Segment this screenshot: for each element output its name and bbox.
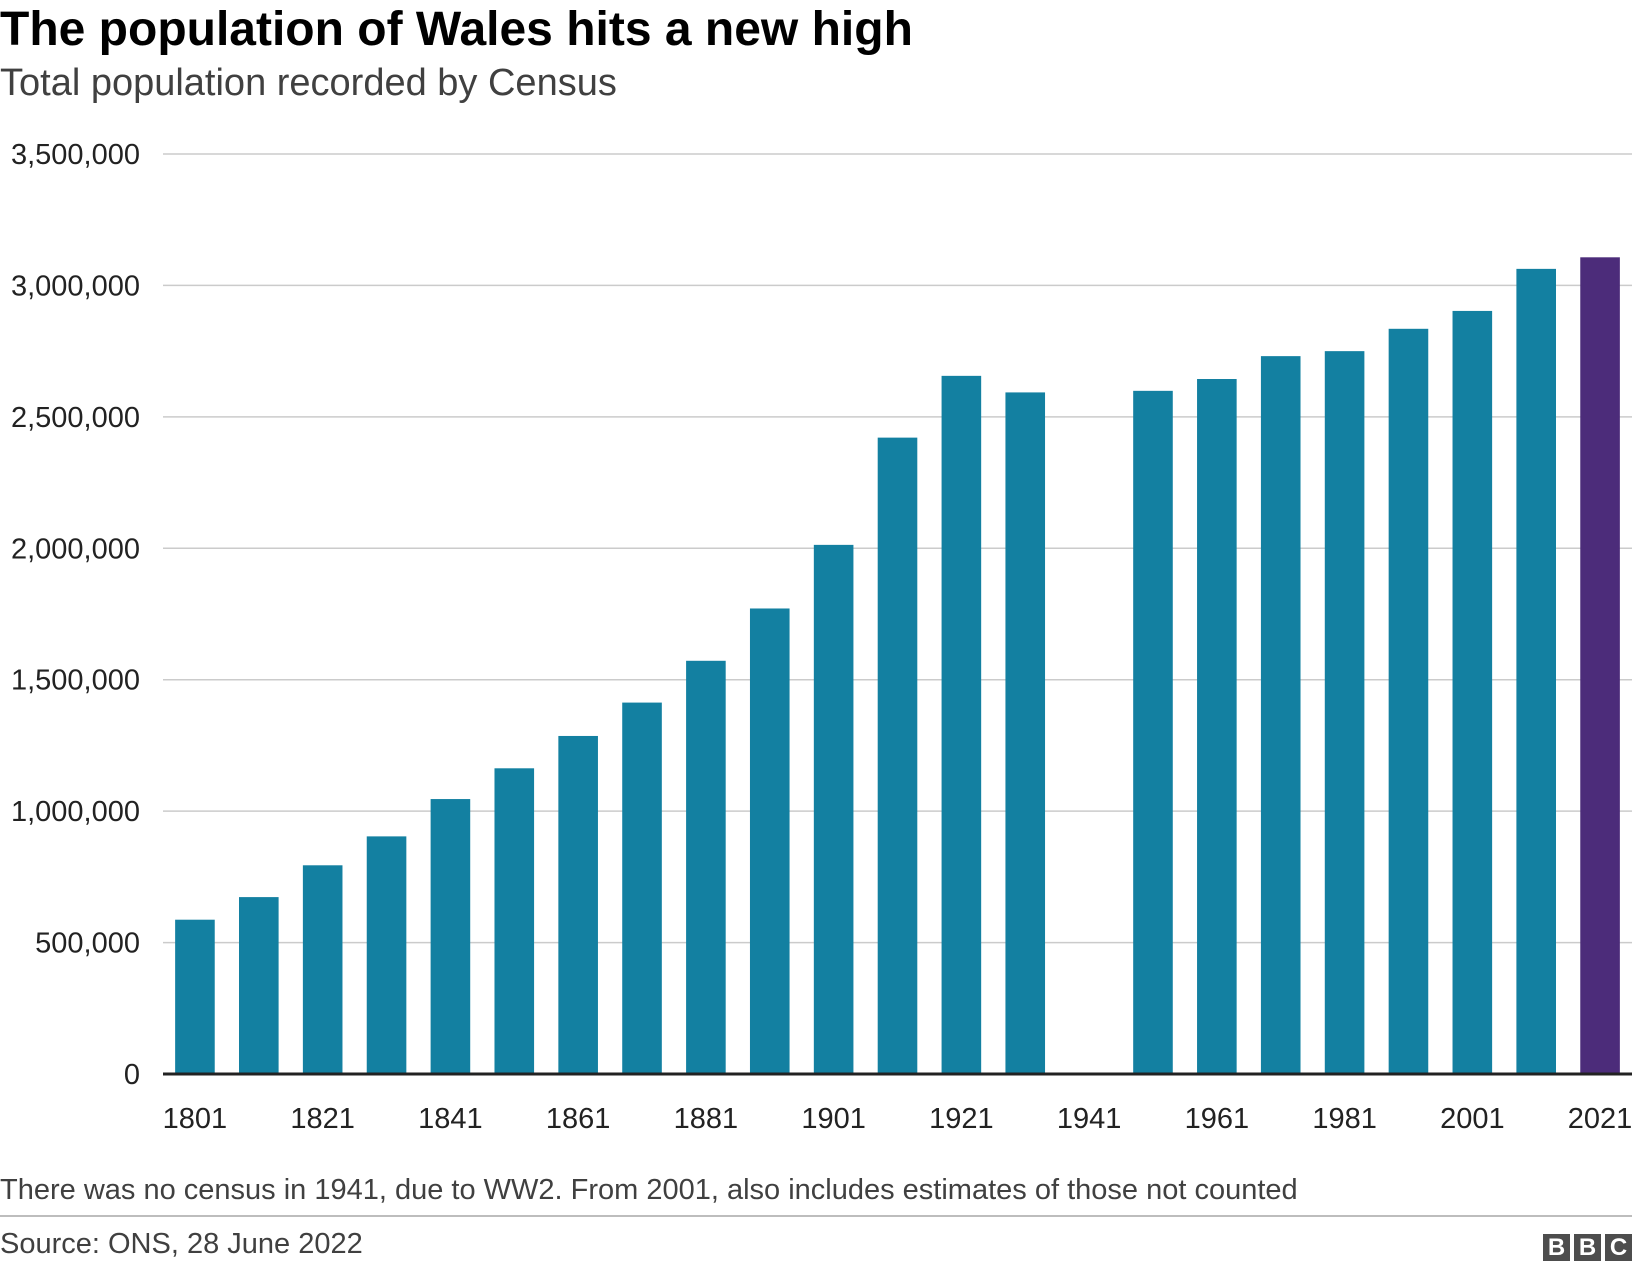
bar-1891 xyxy=(749,608,790,1074)
y-tick-label: 1,500,000 xyxy=(11,665,140,697)
logo-letter: B xyxy=(1574,1234,1601,1261)
bar-1851 xyxy=(494,768,535,1074)
chart-subtitle: Total population recorded by Census xyxy=(0,62,617,104)
bar-1831 xyxy=(366,836,407,1074)
x-tick-label: 1961 xyxy=(1185,1103,1250,1135)
logo-letter: C xyxy=(1605,1234,1632,1261)
bar-1961 xyxy=(1197,379,1237,1074)
y-tick-label: 2,000,000 xyxy=(11,533,140,565)
bar-1991 xyxy=(1388,328,1429,1074)
bar-2001 xyxy=(1452,310,1493,1074)
x-tick-label: 1981 xyxy=(1312,1103,1377,1135)
bar-chart: 0 500,000 1,000,000 1,500,000 2,000,000 2,500… xyxy=(11,139,1632,1135)
footnote: There was no census in 1941, due to WW2.… xyxy=(0,1174,1298,1206)
bar-1841 xyxy=(430,799,471,1074)
x-tick-label: 1881 xyxy=(674,1103,739,1135)
bbc-logo: B B C xyxy=(1543,1234,1632,1261)
bar-1901 xyxy=(813,544,854,1074)
footer-divider xyxy=(0,1215,1632,1217)
y-tick-label: 3,500,000 xyxy=(11,139,140,171)
bar-2021 xyxy=(1580,257,1620,1074)
bar-1911 xyxy=(877,437,918,1074)
bar-2011 xyxy=(1516,268,1556,1075)
y-axis-tick-labels: 0 500,000 1,000,000 1,500,000 2,000,000 2,500… xyxy=(11,139,140,1091)
x-tick-label: 1901 xyxy=(801,1103,866,1135)
bar-1981 xyxy=(1324,351,1365,1075)
chart-title: The population of Wales hits a new high xyxy=(0,3,913,56)
x-tick-label: 1841 xyxy=(418,1103,483,1135)
y-tick-label: 500,000 xyxy=(35,928,140,960)
bars xyxy=(175,257,1620,1075)
x-axis-tick-labels: 1801 1821 1841 1861 1881 1901 1921 1941 1961 1981… xyxy=(163,1103,1632,1135)
bar-1821 xyxy=(302,865,343,1074)
x-tick-label: 2001 xyxy=(1440,1103,1505,1135)
x-tick-label: 1821 xyxy=(290,1103,355,1135)
y-tick-label: 2,500,000 xyxy=(11,402,140,434)
bar-1931 xyxy=(1005,392,1046,1074)
bar-1971 xyxy=(1260,356,1301,1074)
source-credit: Source: ONS, 28 June 2022 xyxy=(0,1228,363,1260)
bar-1811 xyxy=(239,897,279,1074)
bar-1801 xyxy=(175,919,215,1074)
x-tick-label: 1921 xyxy=(929,1103,994,1135)
bar-1951 xyxy=(1133,390,1173,1074)
y-tick-label: 3,000,000 xyxy=(11,270,140,302)
y-tick-label: 1,000,000 xyxy=(11,796,140,828)
x-tick-label: 2021 xyxy=(1568,1103,1632,1135)
x-tick-label: 1801 xyxy=(163,1103,228,1135)
bar-1921 xyxy=(941,375,982,1074)
x-tick-label: 1941 xyxy=(1057,1103,1122,1135)
y-tick-label: 0 xyxy=(124,1059,140,1091)
bar-1861 xyxy=(558,735,598,1074)
x-tick-label: 1861 xyxy=(546,1103,611,1135)
logo-letter: B xyxy=(1543,1234,1570,1261)
bar-1871 xyxy=(622,702,662,1074)
bar-1881 xyxy=(686,660,726,1074)
